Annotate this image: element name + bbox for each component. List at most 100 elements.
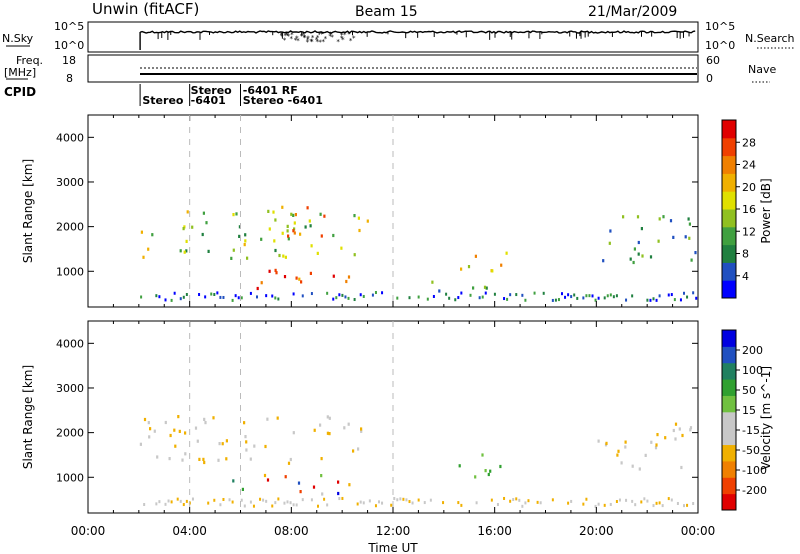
data-cell [622,215,625,219]
nsearch-marker: * [290,35,294,43]
colorbar-swatch [722,280,736,299]
data-cell [608,241,611,245]
nsearch-marker: * [347,31,351,39]
data-cell [218,442,221,446]
nsky-tick-bottom: 10^0 [54,39,84,52]
xtick-label: 12:00 [376,524,411,538]
nsearch-marker: * [302,31,306,39]
nsearch-marker: * [319,30,323,38]
data-cell [210,292,213,296]
data-cell [274,501,277,505]
data-cell [512,498,515,502]
data-cell [191,497,194,501]
data-cell [289,501,292,505]
ytick-label: 4000 [56,337,84,350]
data-cell [298,277,301,281]
cpid-label: CPID [4,85,36,99]
nsearch-tick-top: 10^5 [705,20,735,33]
data-cell [143,503,146,507]
nsearch-marker: * [302,33,306,41]
data-cell [679,298,682,302]
data-cell [475,501,478,505]
data-cell [290,212,293,216]
beam-title: Beam 15 [355,4,418,20]
data-cell [228,498,231,502]
data-cell [460,291,463,295]
data-cell [244,239,247,243]
data-cell [232,479,235,483]
data-cell [216,291,219,295]
data-cell [636,215,640,219]
data-cell [506,297,509,301]
data-cell [273,239,276,243]
data-cell [484,469,487,473]
data-cell [238,225,241,229]
data-cell [353,253,356,257]
data-cell [632,260,635,265]
nsearch-marker: * [340,34,344,42]
data-cell [245,440,248,444]
data-cell [597,439,600,443]
data-cell [306,206,309,210]
data-cell [310,498,313,502]
data-cell [643,497,646,501]
data-cell [554,298,557,302]
data-cell [658,217,661,221]
data-cell [597,502,600,506]
nsearch-marker: * [349,37,353,45]
nsearch-marker: * [316,34,320,42]
data-cell [417,498,420,502]
data-cell [588,294,591,298]
data-cell [374,291,377,295]
data-cell [309,271,312,275]
data-cell [567,501,570,505]
data-cell [300,280,303,284]
nsearch-marker: * [336,38,340,46]
data-cell [326,415,329,419]
data-cell [143,417,147,422]
data-cell [265,499,268,503]
data-cell [178,429,181,433]
data-cell [483,285,487,289]
data-cell [272,210,275,214]
cpid-label-1: -6401 [191,94,226,107]
ytick-label: 1000 [56,265,84,278]
data-cell [609,229,612,233]
data-cell [438,289,441,293]
data-cell [179,249,182,253]
data-cell [692,502,695,506]
data-cell [624,440,627,444]
data-cell [179,499,182,503]
nsky-trace: ******** *** *** **** * ** ******** **** *** * ** * [139,30,696,50]
data-cell [683,291,686,295]
data-cell [357,447,360,451]
data-cell [151,233,154,237]
data-cell [203,417,206,421]
nsearch-marker: * [329,31,333,39]
data-cell [158,500,161,504]
data-cell [533,291,536,295]
data-cell [274,218,277,222]
data-cell [631,294,634,298]
nsearch-marker: * [324,35,328,43]
data-cell [281,205,284,209]
data-cell [182,295,185,299]
data-cell [147,421,150,425]
data-cell [202,211,205,215]
data-cell [240,296,243,300]
data-cell [411,501,414,505]
data-cell [343,426,346,430]
data-cell [469,293,472,297]
power-cells [140,205,698,302]
data-cell [207,501,210,505]
data-cell [173,428,176,432]
ytick-label: 4000 [56,131,84,144]
data-cell [597,296,600,300]
data-cell [194,426,198,430]
colorbar-tick-label: 100 [742,364,763,377]
data-cell [204,421,207,425]
nave-tick-top: 60 [706,54,720,67]
data-cell [405,498,408,502]
data-cell [585,497,588,501]
